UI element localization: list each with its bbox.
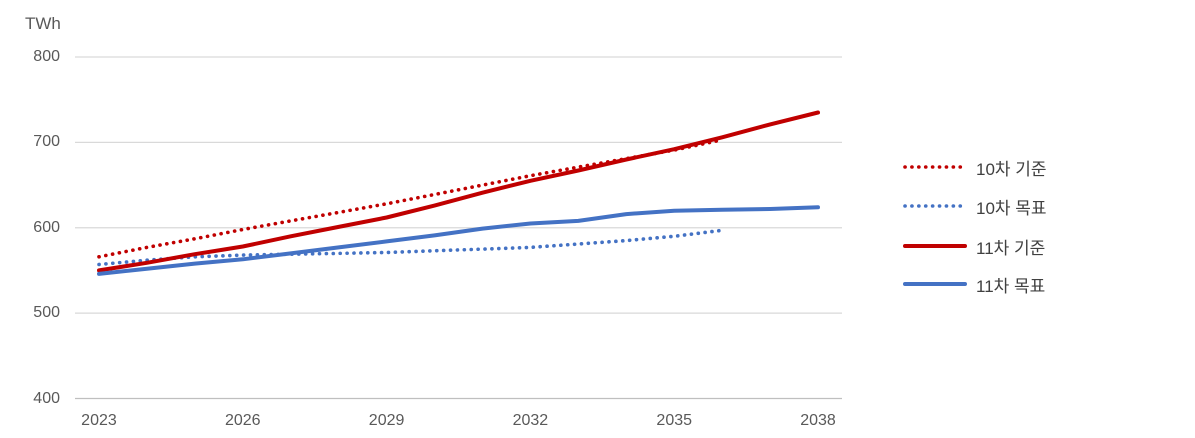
y-axis-unit-label: TWh [25, 14, 61, 33]
legend-item-3: 11차 목표 [903, 272, 1045, 296]
legend-label: 10차 목표 [976, 198, 1047, 218]
series-line-0 [97, 138, 725, 259]
legend-line-sample-dotted [903, 204, 967, 208]
y-tick-label-600: 600 [33, 218, 60, 236]
legend-label: 11차 기준 [976, 238, 1046, 258]
legend-line-sample-solid [903, 244, 967, 248]
series-line-3 [97, 205, 820, 276]
legend-item-0: 10차 기준 [903, 155, 1047, 179]
legend-line-sample-dotted [903, 165, 967, 169]
legend-label: 10차 기준 [976, 159, 1047, 179]
x-tick-label-2023: 2023 [81, 412, 117, 429]
x-tick-label-2038: 2038 [800, 412, 836, 429]
y-tick-label-800: 800 [33, 48, 60, 65]
series-line-1 [97, 228, 725, 267]
x-tick-label-2032: 2032 [512, 412, 549, 429]
legend-item-1: 10차 목표 [903, 194, 1047, 218]
x-tick-label-2029: 2029 [368, 412, 405, 429]
x-tick-label-2035: 2035 [656, 412, 693, 429]
legend-line-sample-solid [903, 282, 967, 286]
x-tick-label-2026: 2026 [224, 412, 261, 429]
y-tick-label-700: 700 [33, 133, 60, 151]
legend-item-2: 11차 기준 [903, 234, 1045, 258]
legend-label: 11차 목표 [976, 276, 1046, 296]
y-tick-label-500: 500 [33, 304, 60, 322]
y-tick-label-400: 400 [33, 389, 60, 407]
series-line-2 [97, 110, 820, 273]
